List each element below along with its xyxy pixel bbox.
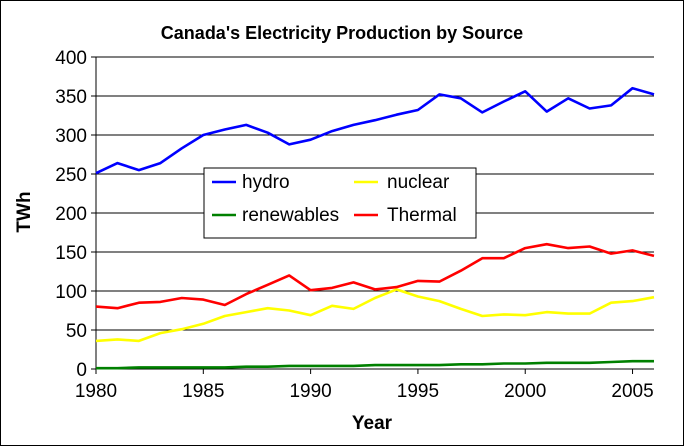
y-tick-label: 400 [55, 48, 87, 69]
series-lines [95, 86, 655, 370]
series-line-renewables [96, 359, 654, 370]
x-tick-label: 1980 [75, 381, 117, 402]
x-axis-label: Year [352, 413, 393, 434]
x-tick-label: 1995 [397, 381, 439, 402]
y-tick-label: 0 [76, 360, 87, 381]
legend-item-thermal: Thermal [354, 205, 457, 226]
legend-box [203, 167, 477, 239]
y-tick-label: 350 [55, 87, 87, 108]
chart-title: Canada's Electricity Production by Sourc… [161, 23, 523, 43]
legend-item-renewables: renewables [212, 205, 339, 226]
y-tick-label: 100 [55, 282, 87, 303]
series-line-hydro [95, 86, 655, 175]
series-line-nuclear [95, 288, 655, 343]
y-tick-labels: 0 50 100 150 200 250 300 350 400 [55, 48, 87, 381]
y-tick-label: 50 [66, 321, 87, 342]
legend-label: hydro [242, 172, 290, 193]
y-tick-label: 300 [55, 126, 87, 147]
axes [91, 56, 654, 374]
legend-label: Thermal [387, 205, 457, 226]
x-tick-label: 2000 [504, 381, 546, 402]
legend-label: renewables [242, 205, 339, 226]
x-tick-label: 2005 [611, 381, 653, 402]
x-tick-label: 1990 [289, 381, 331, 402]
y-tick-label: 200 [55, 204, 87, 225]
x-tick-labels: 1980 1985 1990 1995 2000 2005 [75, 381, 654, 402]
legend-item-nuclear: nuclear [354, 172, 450, 193]
series-line-thermal [95, 242, 655, 310]
y-tick-label: 250 [55, 165, 87, 186]
x-tick-label: 1985 [182, 381, 224, 402]
y-axis-label: TWh [14, 191, 35, 232]
y-tick-label: 150 [55, 243, 87, 264]
legend: hydro nuclear renewables Thermal [203, 167, 477, 239]
legend-item-hydro: hydro [212, 172, 290, 193]
legend-label: nuclear [387, 172, 450, 193]
